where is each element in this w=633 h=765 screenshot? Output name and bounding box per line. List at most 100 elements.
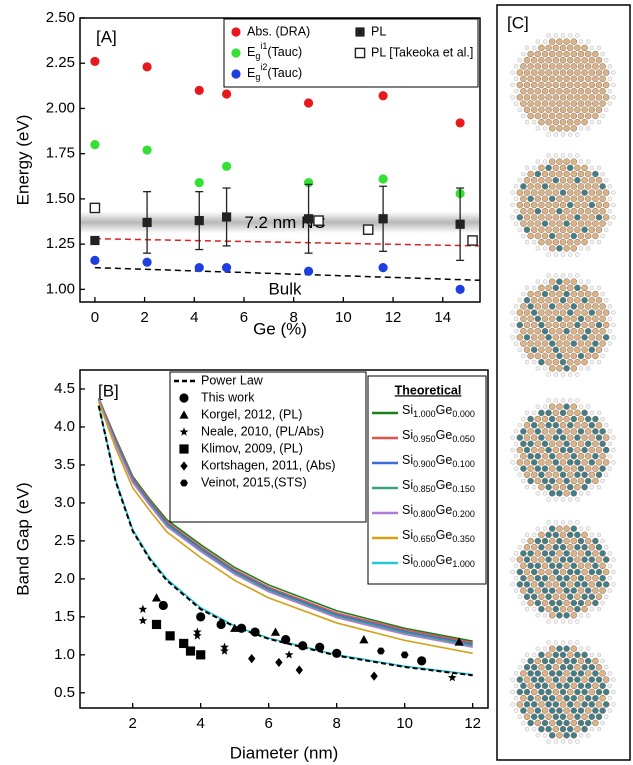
atom <box>581 409 588 417</box>
atom <box>542 366 548 371</box>
atom <box>520 428 527 435</box>
atom <box>563 125 570 132</box>
atom <box>535 159 541 164</box>
y-tick-label: 2.50 <box>46 9 75 26</box>
atom <box>559 713 567 721</box>
atom <box>531 165 537 171</box>
legend-label: Si0.950Ge0.050 <box>402 428 475 444</box>
atom <box>556 707 563 714</box>
atom <box>548 452 556 460</box>
atom <box>552 189 560 196</box>
atom <box>578 366 584 371</box>
atom <box>567 372 573 377</box>
atom <box>570 562 578 570</box>
atom <box>581 434 588 441</box>
atom <box>548 365 556 372</box>
atom <box>548 477 556 485</box>
atom <box>570 599 578 607</box>
atom <box>534 112 542 120</box>
x-tick-label: 6 <box>265 715 273 732</box>
atom <box>602 556 610 563</box>
atom <box>545 176 552 184</box>
atom <box>541 100 549 107</box>
atom <box>607 88 613 94</box>
atom <box>548 732 556 739</box>
atom <box>545 434 552 441</box>
annotation: Bulk <box>268 279 302 298</box>
atom <box>563 694 570 702</box>
atom <box>577 75 585 83</box>
atom <box>560 252 566 257</box>
atom <box>553 252 559 257</box>
atom <box>530 663 538 671</box>
atom <box>556 327 563 335</box>
atom <box>566 543 574 551</box>
atom <box>559 605 567 613</box>
atom <box>541 207 549 215</box>
atom <box>592 694 599 702</box>
atom <box>599 428 606 435</box>
atom <box>523 593 531 601</box>
atom <box>595 676 603 683</box>
marker <box>378 174 388 184</box>
atom <box>595 189 603 196</box>
x-tick-label: 8 <box>289 309 297 326</box>
atom <box>534 220 542 227</box>
atom <box>570 657 578 665</box>
atom <box>581 688 588 696</box>
atom <box>541 170 549 178</box>
legend-marker <box>231 69 241 79</box>
atom <box>521 353 526 359</box>
atom <box>548 537 556 545</box>
atom <box>523 421 531 429</box>
marker <box>138 604 148 613</box>
atom <box>566 214 574 221</box>
atom <box>559 446 567 454</box>
atom <box>524 652 530 658</box>
atom <box>600 291 605 297</box>
atom <box>520 682 527 690</box>
atom <box>510 689 515 695</box>
atom <box>556 38 563 45</box>
atom <box>527 183 534 190</box>
atom <box>563 657 570 665</box>
atom <box>538 44 545 52</box>
atom <box>538 106 545 114</box>
atom <box>592 290 599 298</box>
atom <box>563 112 570 120</box>
atom <box>570 645 578 652</box>
atom <box>600 720 605 726</box>
legend-marker <box>180 479 188 487</box>
atom <box>603 714 609 720</box>
atom <box>592 232 599 240</box>
atom <box>577 50 585 58</box>
atom <box>603 57 609 63</box>
atom <box>570 415 578 423</box>
atom <box>552 713 560 721</box>
atom <box>559 69 567 76</box>
atom <box>545 164 552 172</box>
atom <box>516 334 524 341</box>
atom <box>588 226 596 234</box>
legend-label: Abs. (DRA) <box>247 24 310 38</box>
legend-title: Theoretical <box>395 383 462 397</box>
atom <box>527 707 534 714</box>
atom <box>534 599 542 607</box>
atom <box>570 365 578 372</box>
atom <box>510 569 515 575</box>
atom <box>516 309 524 316</box>
atom <box>542 159 548 164</box>
atom <box>542 646 548 651</box>
atom <box>599 452 606 460</box>
atom <box>545 309 552 316</box>
atom <box>588 346 596 354</box>
atom <box>541 303 549 310</box>
atom <box>563 87 570 95</box>
atom <box>602 189 610 196</box>
atom <box>538 94 545 101</box>
atom <box>517 57 523 63</box>
power-law-curve <box>97 405 473 677</box>
atom <box>584 428 592 435</box>
atom <box>534 537 542 545</box>
atom <box>584 183 592 190</box>
